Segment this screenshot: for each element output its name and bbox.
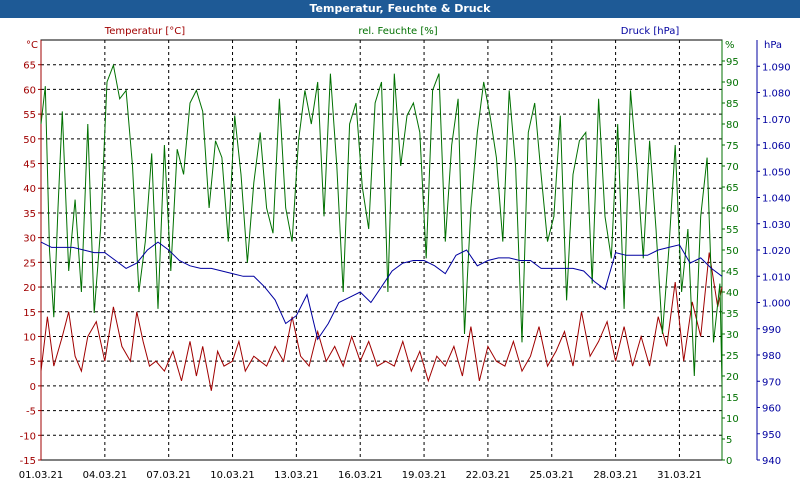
temperature-tick-label: -5 — [26, 407, 36, 418]
temperature-tick-label: 30 — [23, 234, 36, 245]
temperature-tick-label: 55 — [23, 110, 36, 121]
humidity-unit-label: % — [725, 40, 735, 51]
temperature-tick-label: 35 — [23, 209, 36, 220]
x-tick-label: 07.03.21 — [146, 470, 191, 481]
pressure-tick-label: 1.020 — [762, 246, 791, 257]
humidity-tick-label: 70 — [726, 162, 739, 173]
humidity-axis-label: rel. Feuchte [%] — [358, 26, 437, 37]
pressure-tick-label: 1.090 — [762, 62, 791, 73]
pressure-tick-label: 1.030 — [762, 220, 791, 231]
humidity-tick-label: 65 — [726, 183, 739, 194]
weather-chart: Temperatur [°C] rel. Feuchte [%] Druck [… — [19, 26, 791, 481]
x-tick-label: 31.03.21 — [657, 470, 702, 481]
plot-frame — [40, 39, 723, 461]
pressure-unit-label: hPa — [764, 40, 782, 51]
humidity-tick-label: 75 — [726, 141, 739, 152]
humidity-tick-label: 85 — [726, 99, 739, 110]
humidity-tick-label: 50 — [726, 246, 739, 257]
pressure-tick-label: 1.040 — [762, 194, 791, 205]
window-title: Temperatur, Feuchte & Druck — [0, 0, 800, 18]
pressure-tick-label: 1.050 — [762, 167, 791, 178]
pressure-tick-label: 960 — [762, 404, 781, 415]
pressure-tick-label: 1.010 — [762, 272, 791, 283]
temperature-tick-label: 15 — [23, 308, 36, 319]
humidity-tick-label: 95 — [726, 57, 739, 68]
humidity-tick-label: 40 — [726, 288, 739, 299]
temperature-tick-label: 40 — [23, 184, 36, 195]
x-tick-label: 16.03.21 — [338, 470, 383, 481]
pressure-tick-label: 990 — [762, 325, 781, 336]
pressure-tick-label: 1.080 — [762, 89, 791, 100]
humidity-tick-label: 10 — [726, 414, 739, 425]
temperature-tick-label: -15 — [20, 456, 36, 467]
pressure-tick-label: 1.070 — [762, 115, 791, 126]
pressure-tick-label: 970 — [762, 377, 781, 388]
humidity-tick-label: 45 — [726, 267, 739, 278]
temperature-tick-label: 20 — [23, 283, 36, 294]
temperature-axis-label: Temperatur [°C] — [104, 26, 185, 37]
temperature-tick-label: 65 — [23, 61, 36, 72]
pressure-tick-label: 940 — [762, 456, 781, 467]
humidity-tick-label: 60 — [726, 204, 739, 215]
temperature-series-line — [40, 252, 723, 391]
x-tick-label: 13.03.21 — [274, 470, 319, 481]
humidity-tick-label: 30 — [726, 330, 739, 341]
temperature-tick-label: 5 — [30, 357, 36, 368]
x-tick-label: 19.03.21 — [402, 470, 447, 481]
pressure-tick-label: 1.000 — [762, 299, 791, 310]
pressure-axis-label: Druck [hPa] — [621, 26, 680, 37]
humidity-tick-label: 80 — [726, 120, 739, 131]
humidity-tick-label: 55 — [726, 225, 739, 236]
x-tick-label: 25.03.21 — [529, 470, 574, 481]
humidity-series-line — [40, 63, 723, 385]
temperature-tick-label: 45 — [23, 160, 36, 171]
temperature-tick-label: -10 — [20, 431, 36, 442]
temperature-tick-label: 60 — [23, 85, 36, 96]
temperature-tick-label: 10 — [23, 332, 36, 343]
pressure-series-line — [40, 241, 723, 341]
humidity-tick-label: 35 — [726, 309, 739, 320]
humidity-tick-label: 5 — [726, 435, 732, 446]
humidity-tick-label: 90 — [726, 78, 739, 89]
temperature-tick-label: 25 — [23, 258, 36, 269]
x-tick-label: 10.03.21 — [210, 470, 255, 481]
temperature-tick-label: 0 — [30, 382, 36, 393]
x-tick-label: 04.03.21 — [83, 470, 128, 481]
pressure-tick-label: 980 — [762, 351, 781, 362]
humidity-tick-label: 15 — [726, 393, 739, 404]
x-tick-label: 22.03.21 — [466, 470, 511, 481]
humidity-tick-label: 0 — [726, 456, 732, 467]
humidity-tick-label: 20 — [726, 372, 739, 383]
pressure-tick-label: 950 — [762, 430, 781, 441]
axes — [40, 39, 758, 461]
grid-lines — [40, 40, 722, 461]
temperature-unit-label: °C — [26, 40, 38, 51]
pressure-tick-label: 1.060 — [762, 141, 791, 152]
humidity-tick-label: 25 — [726, 351, 739, 362]
temperature-tick-label: 50 — [23, 135, 36, 146]
x-tick-label: 01.03.21 — [19, 470, 64, 481]
x-tick-label: 28.03.21 — [593, 470, 638, 481]
